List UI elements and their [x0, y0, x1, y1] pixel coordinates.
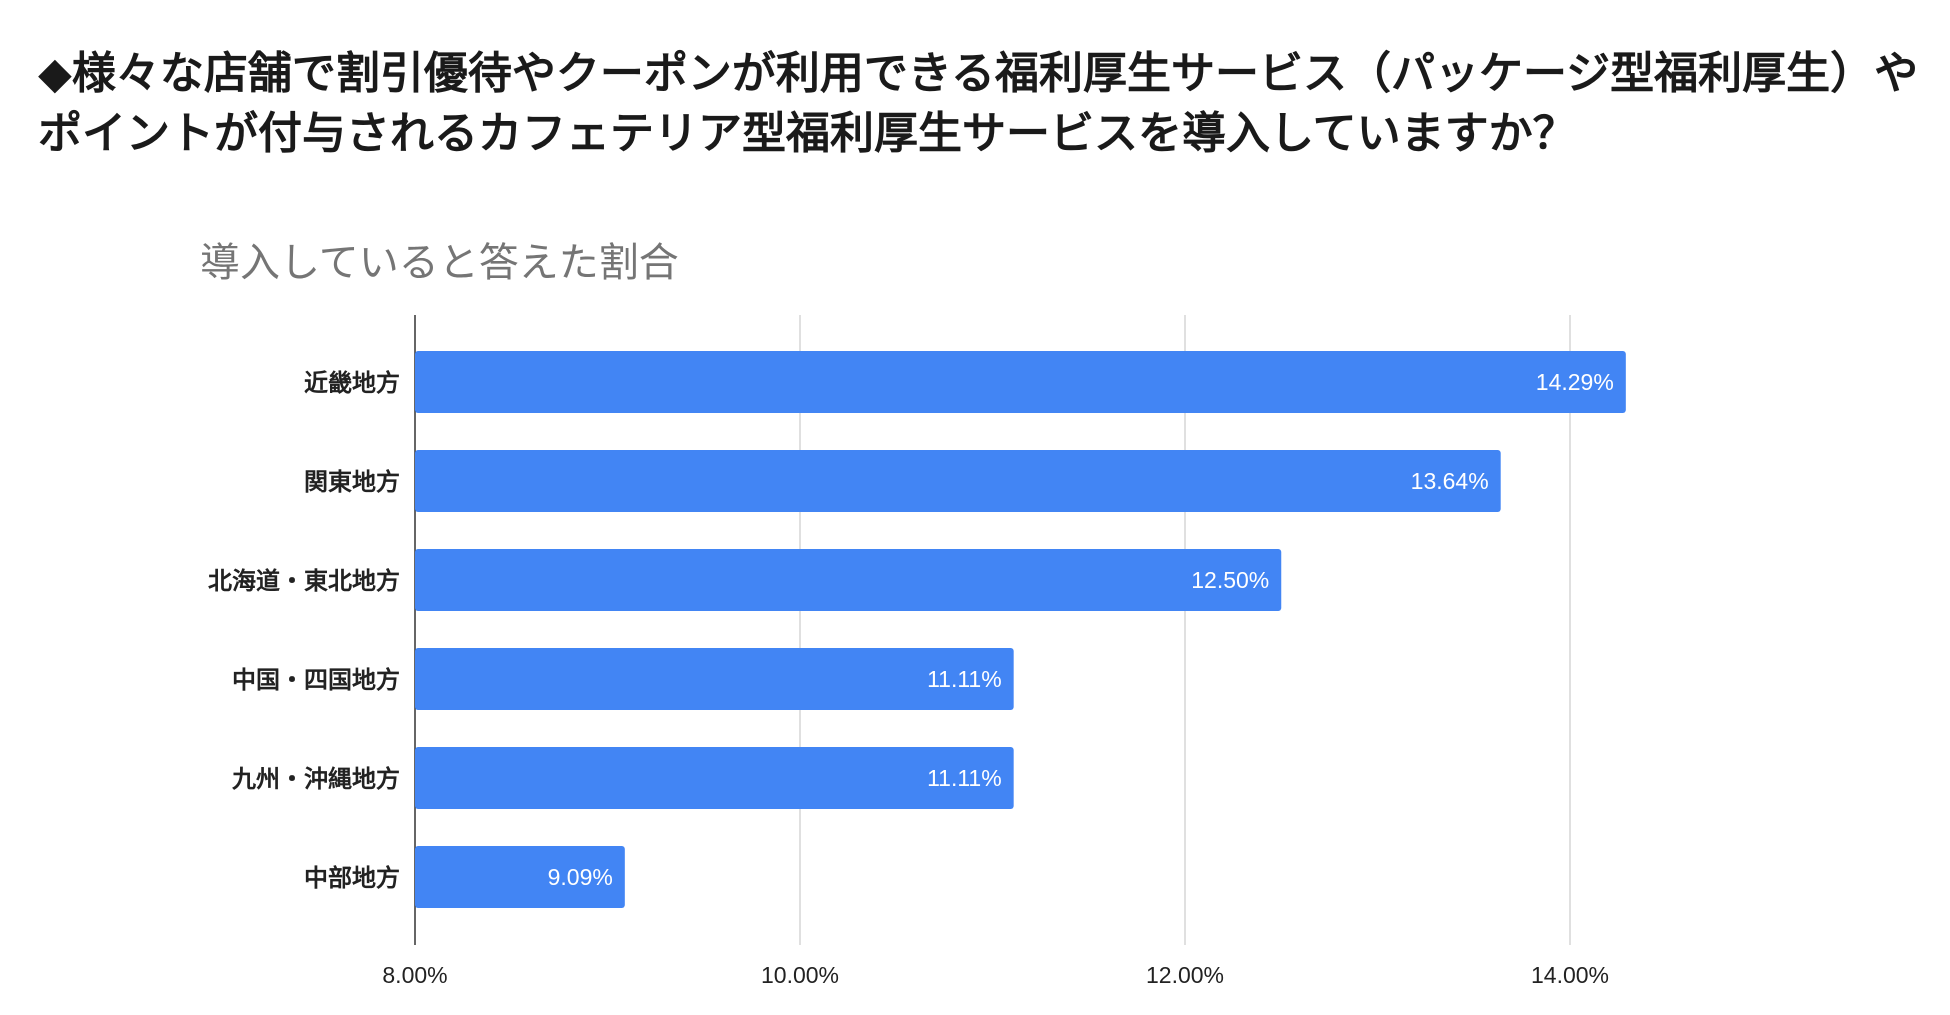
- x-axis-ticks: 8.00% 10.00% 12.00% 14.00%: [382, 962, 1609, 988]
- chart-title: 導入していると答えた割合: [200, 240, 679, 286]
- category-label: 中国・四国地方: [232, 666, 400, 694]
- category-label: 北海道・東北地方: [208, 567, 400, 595]
- gridlines: [414, 315, 1571, 945]
- headline-question: ◆様々な店舗で割引優待やクーポンが利用できる福利厚生サービス（パッケージ型福利厚…: [38, 44, 1928, 164]
- headline-line-1: ◆様々な店舗で割引優待やクーポンが利用できる福利厚生サービス（パッケージ型福利厚…: [38, 48, 1919, 99]
- bar: [415, 747, 1014, 809]
- data-label: 9.09%: [548, 864, 613, 890]
- bar: [415, 450, 1501, 512]
- x-tick-label: 14.00%: [1531, 962, 1609, 988]
- bar: [415, 648, 1014, 710]
- data-label: 11.11%: [927, 666, 1002, 692]
- x-tick-label: 10.00%: [761, 962, 839, 988]
- x-tick-label: 8.00%: [382, 962, 447, 988]
- data-label: 11.11%: [927, 765, 1002, 791]
- x-tick-label: 12.00%: [1146, 962, 1224, 988]
- data-label: 12.50%: [1191, 567, 1269, 593]
- category-label: 中部地方: [304, 864, 400, 892]
- category-label: 九州・沖縄地方: [231, 765, 400, 793]
- bar: [415, 846, 625, 908]
- category-label: 関東地方: [304, 468, 400, 496]
- category-label: 近畿地方: [304, 369, 400, 397]
- bar: [415, 549, 1282, 611]
- bar: [415, 351, 1626, 413]
- headline-line-2: ポイントが付与されるカフェテリア型福利厚生サービスを導入していますか？: [38, 108, 1577, 159]
- data-label: 13.64%: [1411, 468, 1489, 494]
- data-label: 14.29%: [1536, 369, 1614, 395]
- bars: 14.29% 13.64% 12.50% 11.11% 11.11% 9.09%: [415, 351, 1626, 908]
